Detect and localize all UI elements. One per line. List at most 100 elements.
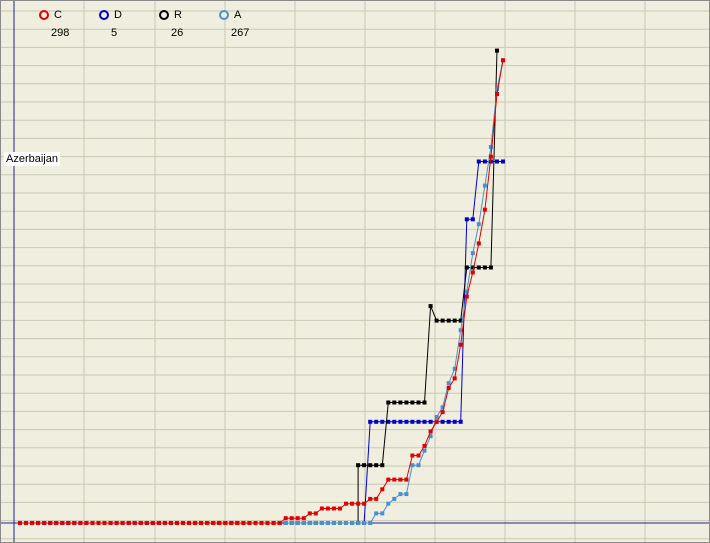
point-r-22 xyxy=(482,265,487,270)
point-a-17 xyxy=(386,501,391,506)
point-d-77 xyxy=(482,159,487,164)
point-c-3 xyxy=(36,521,41,525)
point-a-27 xyxy=(446,381,451,386)
point-c-64 xyxy=(404,477,409,482)
point-a-18 xyxy=(392,496,397,501)
point-c-60 xyxy=(380,487,385,492)
point-c-42 xyxy=(271,521,276,525)
point-c-5 xyxy=(48,521,53,525)
point-c-59 xyxy=(374,496,379,501)
point-c-40 xyxy=(259,521,264,525)
point-c-39 xyxy=(253,521,258,525)
point-c-58 xyxy=(368,496,373,501)
point-a-28 xyxy=(452,366,457,371)
point-r-14 xyxy=(434,318,439,323)
point-c-30 xyxy=(199,521,204,525)
point-c-65 xyxy=(410,453,415,458)
legend-item-a[interactable]: A xyxy=(219,9,241,21)
point-a-25 xyxy=(434,415,439,419)
point-c-79 xyxy=(495,92,499,96)
point-d-64 xyxy=(404,419,409,424)
point-c-52 xyxy=(331,506,336,511)
point-d-70 xyxy=(440,419,445,424)
point-c-28 xyxy=(187,521,191,525)
point-c-18 xyxy=(126,521,131,525)
region-label: Azerbaijan xyxy=(4,152,60,166)
point-c-77 xyxy=(482,207,487,212)
point-d-58 xyxy=(368,419,373,424)
point-r-8 xyxy=(398,400,403,405)
legend-marker-d xyxy=(99,10,109,20)
point-c-8 xyxy=(66,521,71,525)
legend-item-c[interactable]: C xyxy=(39,9,62,21)
point-c-25 xyxy=(168,521,173,525)
point-c-41 xyxy=(265,521,270,525)
point-r-24 xyxy=(495,48,499,53)
legend-marker-a xyxy=(219,10,229,20)
legend-marker-c xyxy=(39,10,49,20)
series-line-a xyxy=(285,60,504,524)
point-r-7 xyxy=(392,400,397,405)
point-d-65 xyxy=(410,419,415,424)
point-d-60 xyxy=(380,419,385,424)
series-line-d xyxy=(20,161,503,524)
point-a-23 xyxy=(422,448,427,453)
series-line-r xyxy=(357,50,498,523)
point-c-68 xyxy=(428,429,433,434)
point-c-63 xyxy=(398,477,403,482)
point-a-2 xyxy=(295,521,300,525)
point-d-66 xyxy=(416,419,421,424)
point-a-5 xyxy=(313,521,318,525)
point-c-21 xyxy=(144,521,149,525)
point-a-14 xyxy=(368,521,373,525)
point-d-68 xyxy=(428,419,433,424)
point-d-63 xyxy=(398,419,403,424)
point-a-30 xyxy=(464,289,469,294)
point-c-57 xyxy=(362,501,367,506)
point-r-20 xyxy=(470,265,475,270)
point-c-27 xyxy=(181,521,185,525)
point-c-47 xyxy=(301,516,306,521)
point-c-69 xyxy=(434,419,439,424)
point-c-4 xyxy=(42,521,47,525)
legend-count-d: 5 xyxy=(111,27,118,39)
point-r-23 xyxy=(488,265,493,270)
point-r-9 xyxy=(404,400,409,405)
series-line-c xyxy=(20,60,504,524)
legend-count-a: 267 xyxy=(231,27,250,39)
point-r-13 xyxy=(428,304,433,309)
point-a-19 xyxy=(398,492,403,497)
point-c-80 xyxy=(501,58,505,63)
point-c-9 xyxy=(72,521,77,525)
point-c-29 xyxy=(193,521,198,525)
point-c-6 xyxy=(54,521,59,525)
point-a-35 xyxy=(495,87,499,92)
point-r-15 xyxy=(440,318,445,323)
point-a-4 xyxy=(307,521,312,525)
point-r-17 xyxy=(452,318,457,323)
point-a-7 xyxy=(325,521,330,525)
point-a-12 xyxy=(356,521,361,525)
legend-count-r: 26 xyxy=(171,27,184,39)
point-c-17 xyxy=(120,521,125,525)
point-a-1 xyxy=(289,521,294,525)
point-c-66 xyxy=(416,453,421,458)
point-c-16 xyxy=(114,521,119,525)
point-c-75 xyxy=(470,270,475,275)
point-c-67 xyxy=(422,443,427,448)
point-a-11 xyxy=(350,521,355,525)
point-c-11 xyxy=(84,521,89,525)
point-c-38 xyxy=(247,521,252,525)
legend-marker-r xyxy=(159,10,169,20)
legend-item-r[interactable]: R xyxy=(159,9,182,21)
point-a-15 xyxy=(374,511,379,516)
point-r-10 xyxy=(410,400,415,405)
point-d-78 xyxy=(488,159,493,164)
point-c-51 xyxy=(325,506,330,511)
legend-item-d[interactable]: D xyxy=(99,9,122,21)
point-a-24 xyxy=(428,434,433,439)
point-c-0 xyxy=(18,521,22,525)
point-c-74 xyxy=(464,294,469,299)
point-c-44 xyxy=(283,516,288,521)
